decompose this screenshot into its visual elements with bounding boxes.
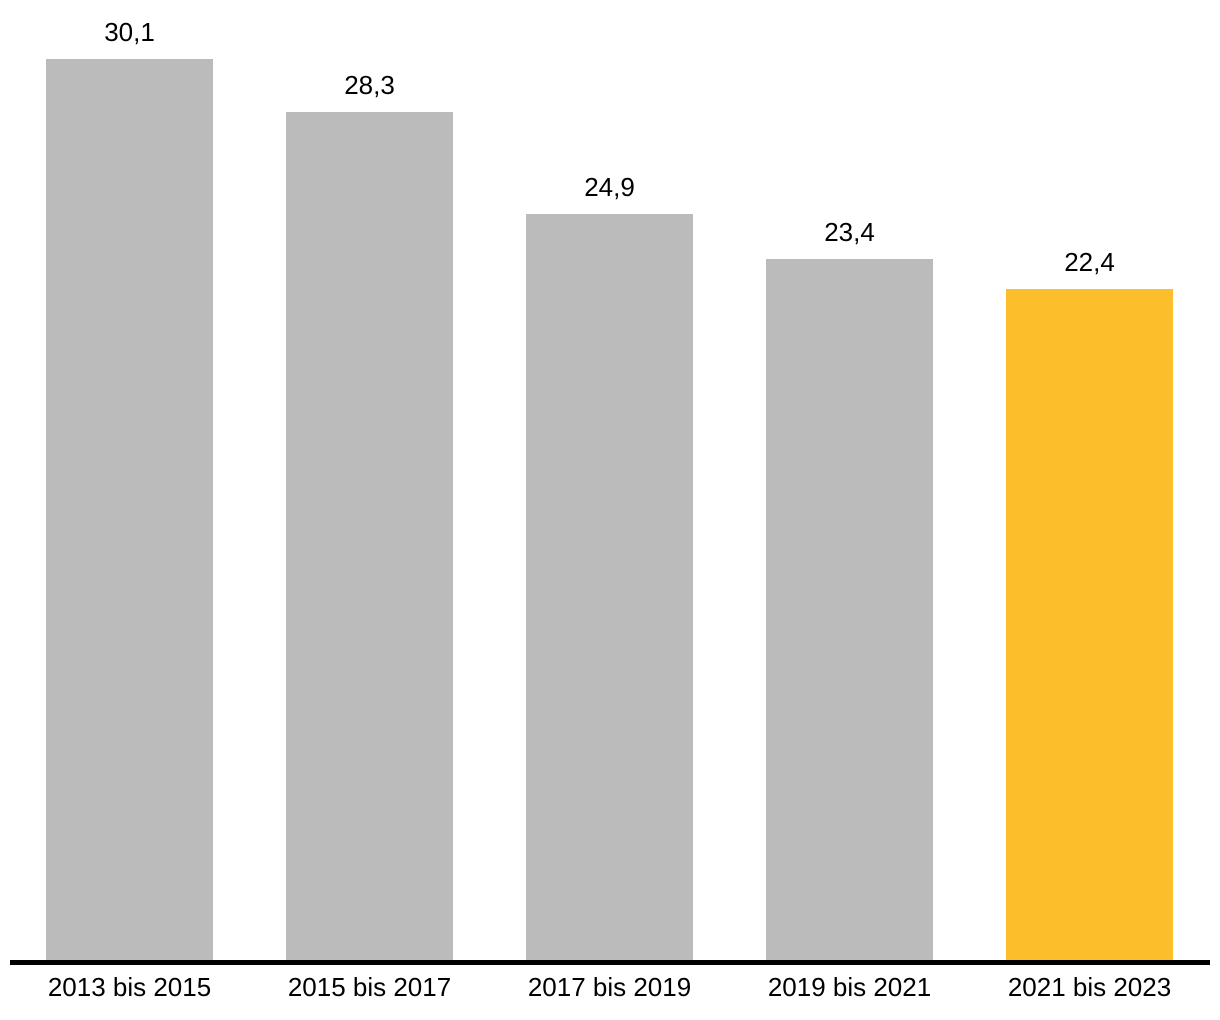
x-axis-label-2017-bis-2019: 2017 bis 2019	[527, 972, 692, 1002]
bar-value-label: 30,1	[104, 17, 155, 47]
bar-value-label: 22,4	[1064, 247, 1115, 277]
x-axis-label-2013-bis-2015: 2013 bis 2015	[47, 972, 212, 1002]
x-axis-label-2019-bis-2021: 2019 bis 2021	[767, 972, 932, 1002]
bar-2019-bis-2021	[766, 259, 933, 960]
x-axis-label-2021-bis-2023: 2021 bis 2023	[1007, 972, 1172, 1002]
x-axis-label-2015-bis-2017: 2015 bis 2017	[287, 972, 452, 1002]
plot-area: 30,1 28,3 24,9 23,4 22,4	[46, 17, 1173, 960]
bar-value-label: 28,3	[344, 70, 395, 100]
x-axis-line	[10, 960, 1210, 965]
bar-value-label: 24,9	[584, 172, 635, 202]
bar-2013-bis-2015	[46, 59, 213, 960]
x-axis-labels: 2013 bis 2015 2015 bis 2017 2017 bis 2019 2…	[0, 971, 1220, 1011]
bar-2017-bis-2019	[526, 214, 693, 960]
bar-2021-bis-2023	[1006, 289, 1173, 960]
bar-2015-bis-2017	[286, 112, 453, 960]
bar-value-label: 23,4	[824, 217, 875, 247]
